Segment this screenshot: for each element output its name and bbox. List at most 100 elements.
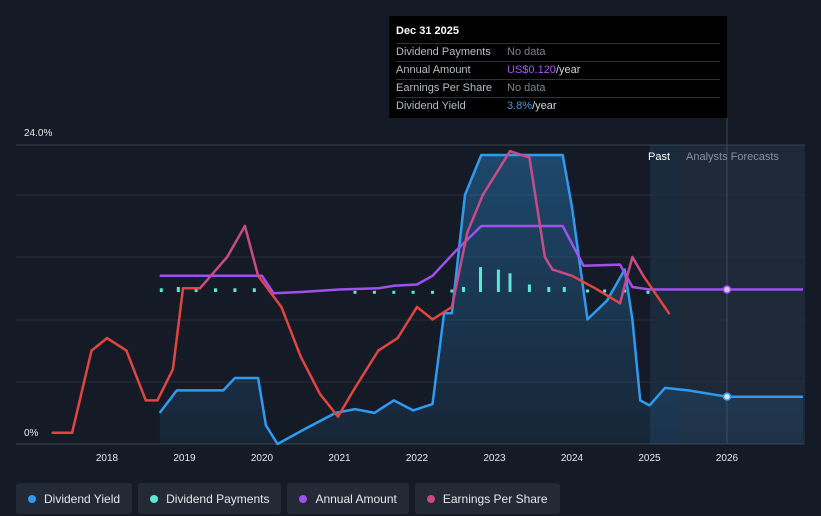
eps-line-segment xyxy=(642,274,671,315)
eps-line-segment xyxy=(171,287,185,371)
region-label-past: Past xyxy=(648,151,670,163)
eps-line-segment xyxy=(415,305,434,321)
legend-label: Dividend Payments xyxy=(166,491,270,506)
dividend-payment-bar xyxy=(496,269,500,292)
dividend-payment-bar xyxy=(159,288,163,292)
legend-label: Earnings Per Share xyxy=(442,491,548,506)
dividend-payment-bar xyxy=(233,288,237,292)
eps-line-segment xyxy=(198,255,229,290)
tooltip-row-annual-amount: Annual Amount US$0.120/year xyxy=(396,61,720,79)
x-tick-label: 2019 xyxy=(173,453,196,464)
dividend-payment-bar xyxy=(214,288,217,292)
dividend-payment-bar xyxy=(462,287,465,292)
eps-line-segment xyxy=(299,355,322,396)
x-tick-label: 2018 xyxy=(96,453,119,464)
legend-dot-icon xyxy=(28,494,36,503)
dividend-payment-bar xyxy=(372,290,376,294)
eps-line-segment xyxy=(90,336,109,352)
x-tick-label: 2025 xyxy=(638,453,661,464)
eps-line-segment xyxy=(377,336,399,352)
dividend-payment-bar xyxy=(586,289,589,293)
legend-item-annual-amount[interactable]: Annual Amount xyxy=(287,483,409,514)
eps-line-segment xyxy=(450,230,469,309)
dividend-payment-bar xyxy=(603,289,607,293)
dividend-payment-bar xyxy=(547,287,551,292)
tooltip-row-earnings-per-share: Earnings Per Share No data xyxy=(396,79,720,97)
x-tick-label: 2022 xyxy=(406,453,429,464)
tooltip: Dec 31 2025 Dividend Payments No data An… xyxy=(389,16,727,118)
tooltip-value: 3.8% xyxy=(507,100,533,112)
y-tick-label-top: 24.0% xyxy=(24,128,52,139)
tooltip-value: US$0.120 xyxy=(507,64,556,76)
eps-line-segment xyxy=(318,392,340,418)
region-label-forecast: Analysts Forecasts xyxy=(686,151,779,163)
tooltip-label: Dividend Yield xyxy=(396,100,466,112)
tooltip-value: No data xyxy=(507,46,546,58)
tooltip-label: Earnings Per Share xyxy=(396,82,492,94)
tooltip-date: Dec 31 2025 xyxy=(396,25,459,37)
y-tick-label-bottom: 0% xyxy=(24,428,39,439)
legend: Dividend Yield Dividend Payments Annual … xyxy=(16,483,560,515)
dividend-payment-bar xyxy=(431,290,434,294)
eps-line-segment xyxy=(466,193,485,234)
dividend-payment-bar xyxy=(527,284,531,292)
tooltip-suffix: /year xyxy=(532,100,557,112)
eps-line-segment xyxy=(396,305,419,340)
dividend-payment-bar xyxy=(353,290,357,294)
eps-line-segment xyxy=(528,156,547,259)
eps-line-segment xyxy=(243,224,260,278)
x-tick-label: 2021 xyxy=(328,453,351,464)
annual-amount-marker xyxy=(722,285,732,294)
x-tick-label: 2026 xyxy=(716,453,739,464)
tooltip-suffix: /year xyxy=(555,64,581,76)
eps-line-segment xyxy=(70,349,93,435)
dividend-yield-line xyxy=(158,153,803,446)
eps-line-segment xyxy=(481,149,512,197)
dividend-payment-bar xyxy=(562,287,566,292)
x-tick-label: 2024 xyxy=(561,453,584,464)
eps-line-segment xyxy=(353,349,380,390)
tooltip-label: Annual Amount xyxy=(396,64,471,76)
eps-line-segment xyxy=(431,305,454,321)
dividend-yield-marker xyxy=(722,392,732,401)
eps-line-segment xyxy=(618,255,634,305)
annual-amount-line xyxy=(159,224,803,295)
legend-dot-icon xyxy=(426,494,435,503)
eps-line-segment xyxy=(280,305,303,359)
legend-item-earnings-per-share[interactable]: Earnings Per Share xyxy=(414,483,560,514)
legend-dot-icon xyxy=(299,494,308,503)
tooltip-row-dividend-payments: Dividend Payments No data xyxy=(396,43,720,61)
dividend-payment-bar xyxy=(176,287,180,292)
eps-line-segment xyxy=(551,268,574,278)
dividend-payment-bar xyxy=(450,289,454,293)
dividend-payment-bar xyxy=(411,290,415,294)
eps-line-segment xyxy=(125,349,148,402)
tooltip-label: Dividend Payments xyxy=(396,46,491,58)
dividend-yield-area xyxy=(159,155,803,444)
dividend-payment-bar xyxy=(508,273,512,292)
eps-line-segment xyxy=(543,255,554,271)
eps-line-segment xyxy=(156,368,175,402)
legend-label: Dividend Yield xyxy=(44,491,121,506)
tooltip-row-dividend-yield: Dividend Yield 3.8%/year xyxy=(396,97,720,115)
dividend-payment-bar xyxy=(392,290,396,294)
eps-line-segment xyxy=(105,336,128,352)
legend-label: Annual Amount xyxy=(315,491,397,506)
dividend-payment-bar xyxy=(623,289,627,293)
eps-line-segment xyxy=(256,274,283,309)
x-tick-label: 2023 xyxy=(483,453,506,464)
eps-line-segment xyxy=(336,386,357,418)
tooltip-value: No data xyxy=(507,82,546,94)
eps-line-segment xyxy=(225,224,247,259)
legend-item-dividend-yield[interactable]: Dividend Yield xyxy=(16,483,133,514)
dividend-payment-bar xyxy=(479,267,482,292)
eps-line-segment xyxy=(570,274,597,290)
dividend-payment-bar xyxy=(646,290,650,294)
x-tick-label: 2020 xyxy=(251,453,274,464)
legend-item-dividend-payments[interactable]: Dividend Payments xyxy=(138,483,282,514)
eps-line-segment xyxy=(593,287,622,305)
eps-line-segment xyxy=(631,255,645,278)
legend-dot-icon xyxy=(150,494,159,503)
eps-line-segment xyxy=(508,149,531,159)
